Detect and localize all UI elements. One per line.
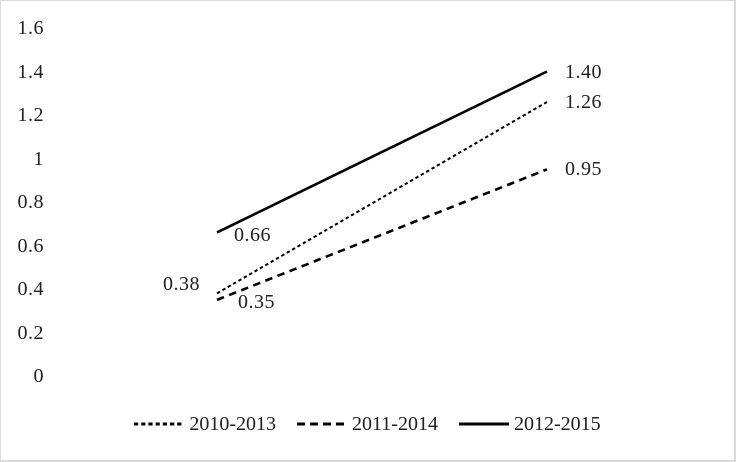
legend-label-2012-2015: 2012-2015 bbox=[513, 413, 601, 435]
y-tick-label-0.2: 0.2 bbox=[17, 321, 44, 344]
series-line-2010-2013 bbox=[216, 101, 548, 295]
y-tick-label-1.4: 1.4 bbox=[17, 60, 44, 83]
y-tick-label-0.4: 0.4 bbox=[17, 278, 44, 300]
start-value-label-2011-2014: 0.35 bbox=[238, 290, 275, 313]
start-value-label-2010-2013: 0.38 bbox=[163, 273, 200, 296]
legend-item-2010-2013: 2010-2013 bbox=[134, 412, 276, 436]
end-value-label-2010-2013: 1.26 bbox=[565, 90, 602, 113]
legend-label-2011-2014: 2011-2014 bbox=[352, 413, 438, 435]
y-tick-label-1.6: 1.6 bbox=[17, 17, 44, 39]
end-value-label-2012-2015: 1.40 bbox=[565, 60, 602, 83]
legend-dashed-line-icon bbox=[297, 422, 348, 426]
y-tick-label-0.6: 0.6 bbox=[17, 234, 44, 257]
y-tick-label-1.2: 1.2 bbox=[17, 104, 44, 126]
series-line-2012-2015 bbox=[216, 70, 548, 234]
y-tick-label-1: 1 bbox=[33, 147, 44, 170]
y-tick-label-0.8: 0.8 bbox=[17, 191, 44, 213]
series-line-2011-2014 bbox=[216, 168, 548, 302]
end-value-label-2011-2014: 0.95 bbox=[565, 158, 602, 181]
legend-label-2010-2013: 2010-2013 bbox=[189, 413, 277, 435]
legend-item-2011-2014: 2011-2014 bbox=[297, 412, 438, 436]
legend-item-2012-2015: 2012-2015 bbox=[458, 412, 601, 436]
y-tick-label-0: 0 bbox=[33, 365, 44, 387]
legend-dotted-line-icon bbox=[134, 422, 185, 426]
start-value-label-2012-2015: 0.66 bbox=[234, 224, 271, 247]
legend-solid-line-icon bbox=[458, 422, 509, 426]
y-axis: 1.6 1.4 1.2 1 0.8 0.6 0.4 0.2 0 bbox=[1, 1, 44, 460]
legend: 2010-2013 2011-2014 2012-2015 bbox=[1, 412, 734, 436]
